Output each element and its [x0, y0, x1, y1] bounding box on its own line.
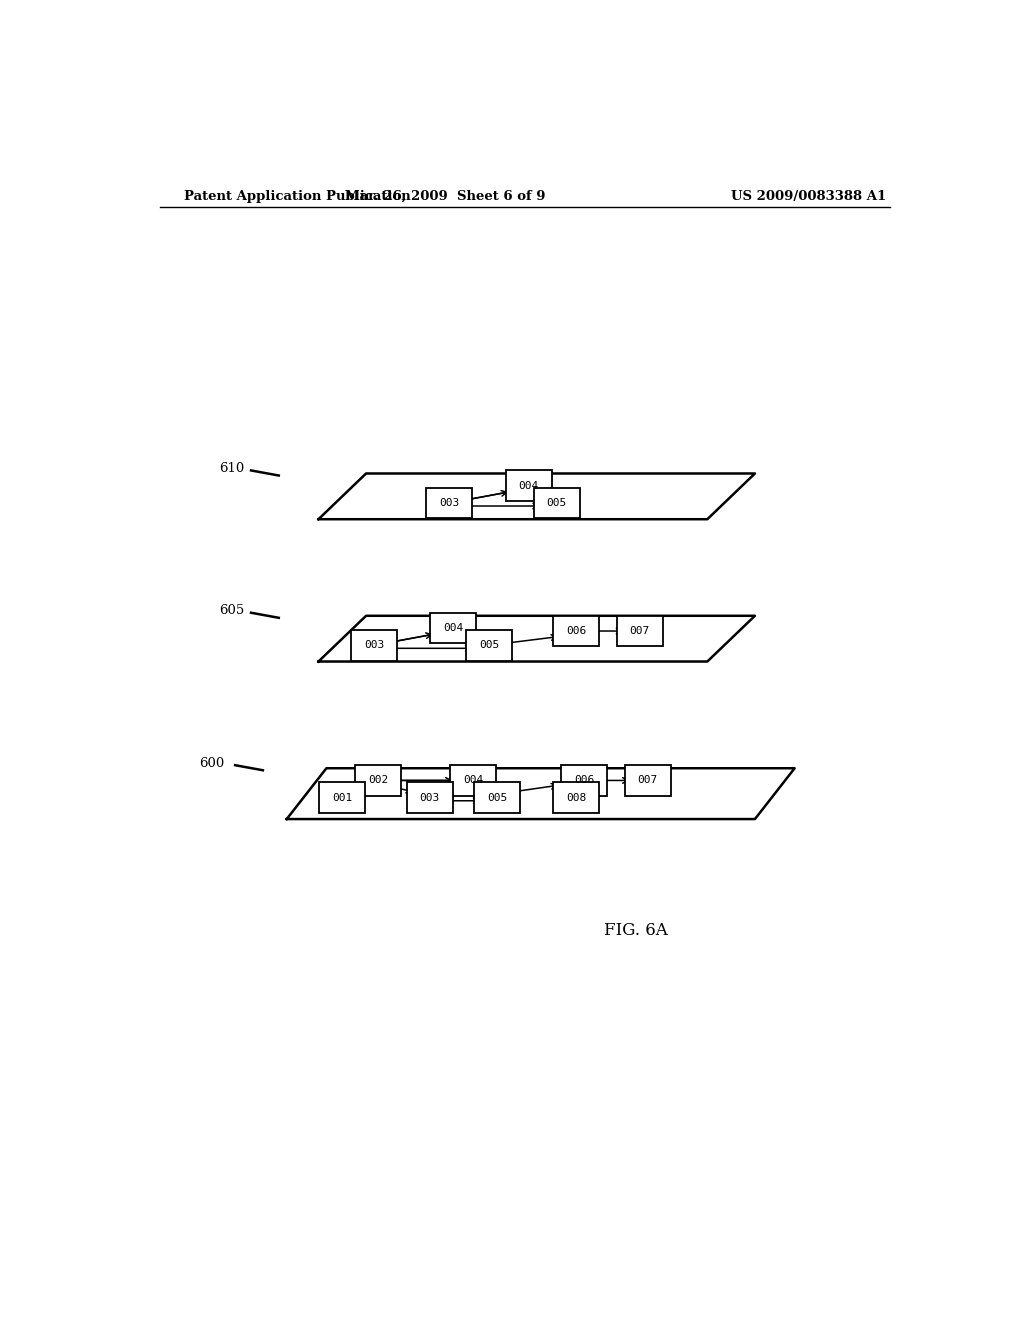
Text: 008: 008 — [566, 793, 587, 803]
Text: 004: 004 — [443, 623, 464, 634]
Text: 005: 005 — [547, 498, 566, 508]
Text: 004: 004 — [518, 480, 539, 491]
Bar — [625, 766, 671, 796]
Text: 007: 007 — [630, 626, 650, 636]
Bar — [534, 487, 580, 519]
Text: 001: 001 — [332, 793, 352, 803]
Bar — [466, 630, 512, 660]
Text: 610: 610 — [219, 462, 245, 475]
Bar — [407, 783, 453, 813]
Bar — [561, 766, 607, 796]
Text: 006: 006 — [574, 775, 595, 785]
Text: FIG. 6A: FIG. 6A — [604, 923, 668, 940]
Text: 005: 005 — [479, 640, 500, 651]
Bar — [553, 615, 599, 647]
Text: 006: 006 — [566, 626, 587, 636]
Text: 007: 007 — [638, 775, 658, 785]
Text: Mar. 26, 2009  Sheet 6 of 9: Mar. 26, 2009 Sheet 6 of 9 — [345, 190, 546, 202]
Bar — [351, 630, 397, 660]
Bar — [319, 783, 366, 813]
Text: 005: 005 — [486, 793, 507, 803]
Bar — [506, 470, 552, 500]
Text: 002: 002 — [368, 775, 388, 785]
Text: Patent Application Publication: Patent Application Publication — [183, 190, 411, 202]
Bar — [451, 766, 497, 796]
Text: 605: 605 — [219, 605, 245, 618]
Bar — [553, 783, 599, 813]
Text: US 2009/0083388 A1: US 2009/0083388 A1 — [731, 190, 887, 202]
Text: 600: 600 — [200, 756, 224, 770]
Text: 003: 003 — [364, 640, 384, 651]
Bar — [355, 766, 401, 796]
Text: 003: 003 — [420, 793, 439, 803]
Text: 003: 003 — [439, 498, 460, 508]
Text: 004: 004 — [463, 775, 483, 785]
Bar — [616, 615, 663, 647]
Bar — [426, 487, 472, 519]
Bar — [430, 612, 476, 643]
Bar — [474, 783, 520, 813]
